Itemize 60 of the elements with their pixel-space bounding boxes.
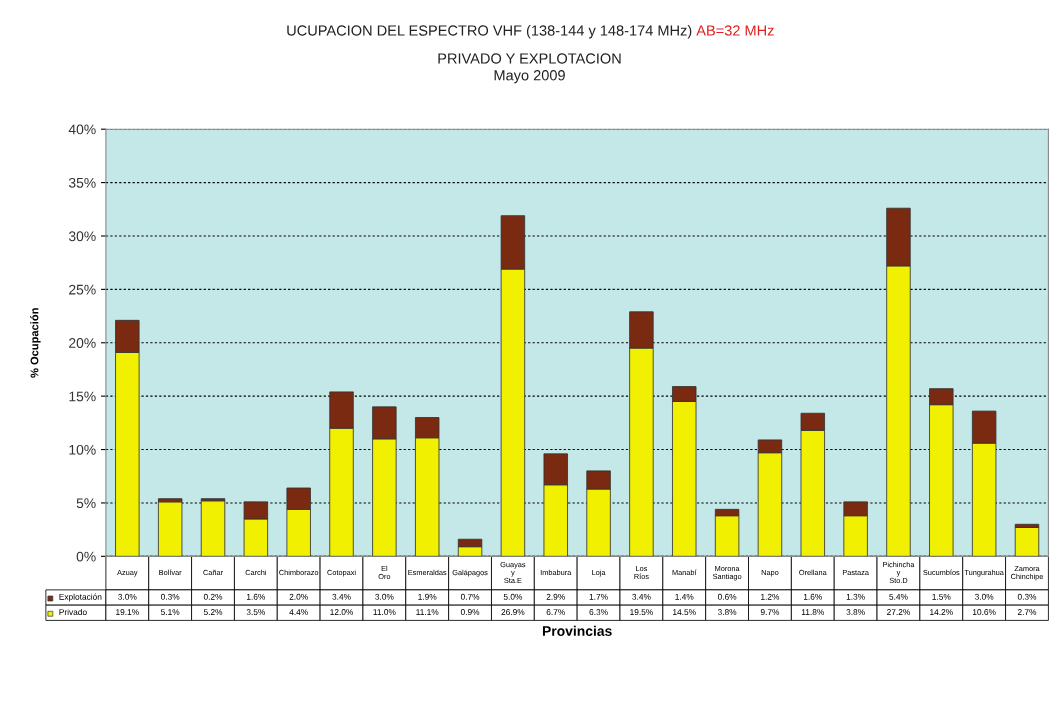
- data-label: 3.4%: [632, 593, 651, 600]
- data-label: 10.6%: [972, 609, 996, 616]
- data-label: 5.4%: [889, 593, 908, 600]
- data-label: 5.1%: [161, 609, 180, 616]
- x-axis-title: Provincias: [542, 625, 612, 636]
- data-label: 14.5%: [673, 609, 696, 616]
- legend-label: Privado: [59, 608, 87, 616]
- data-label: 1.2%: [761, 593, 780, 600]
- data-label: 0.3%: [160, 593, 180, 600]
- data-label: 0.2%: [203, 593, 223, 600]
- data-label: 2.9%: [546, 593, 565, 600]
- data-label: 4.4%: [289, 609, 308, 615]
- data-label: 26.9%: [501, 609, 525, 616]
- data-label: 1.5%: [932, 593, 951, 600]
- data-label: 3.8%: [846, 609, 865, 616]
- data-label: 3.5%: [246, 609, 266, 616]
- data-label: 1.6%: [803, 593, 822, 600]
- chart-title: UCUPACION DEL ESPECTRO VHF (138-144 y 148-174 MHz): [287, 24, 692, 39]
- data-label: 2.7%: [1017, 609, 1037, 615]
- data-label: 0.9%: [460, 609, 480, 616]
- data-label: 9.7%: [760, 609, 780, 616]
- data-label: 2.0%: [289, 593, 308, 600]
- data-label: 3.0%: [118, 593, 137, 600]
- y-tick-label: 35%: [68, 177, 96, 188]
- data-label: 1.9%: [418, 593, 437, 600]
- data-label: 6.7%: [546, 609, 565, 616]
- data-label: 19.1%: [116, 609, 139, 616]
- data-label: 5.2%: [203, 609, 223, 616]
- y-tick-label: 10%: [69, 444, 96, 455]
- data-label: 1.4%: [675, 593, 694, 600]
- text: AB=32 MHz: [696, 25, 774, 36]
- data-label: 1.7%: [589, 593, 608, 600]
- chart-subtitle: PRIVADO Y EXPLOTACION Mayo 2009: [438, 53, 621, 84]
- y-tick-label: 25%: [69, 284, 96, 295]
- y-axis-title: % Ocupación: [30, 308, 41, 378]
- data-label: 1.3%: [846, 593, 865, 600]
- data-label: 27.2%: [887, 609, 910, 615]
- data-label: 14.2%: [930, 609, 953, 615]
- data-label: 3.4%: [332, 593, 351, 600]
- y-tick-label: 40%: [68, 124, 96, 135]
- data-label: 3.8%: [717, 609, 737, 616]
- data-label: 3.0%: [974, 593, 994, 600]
- data-label: 6.3%: [589, 609, 608, 616]
- data-label: 12.0%: [330, 609, 354, 616]
- legend-label: Explotación: [59, 593, 102, 602]
- y-tick-label: 30%: [68, 231, 96, 242]
- data-label: 19.5%: [630, 609, 653, 616]
- data-label: 0.6%: [717, 593, 737, 600]
- data-label: 5.0%: [503, 593, 523, 600]
- data-label: 3.0%: [375, 593, 394, 600]
- y-tick-label: 5%: [76, 498, 96, 509]
- y-tick-label: 15%: [69, 391, 96, 402]
- data-label: 0.3%: [1017, 593, 1037, 600]
- data-label: 11.0%: [373, 609, 396, 616]
- y-tick-label: 0%: [76, 551, 96, 562]
- data-label: 1.6%: [246, 593, 266, 600]
- data-label: 11.1%: [416, 609, 439, 615]
- y-tick-label: 20%: [69, 338, 96, 348]
- data-label: 11.8%: [801, 609, 824, 616]
- data-label: 0.7%: [460, 593, 480, 600]
